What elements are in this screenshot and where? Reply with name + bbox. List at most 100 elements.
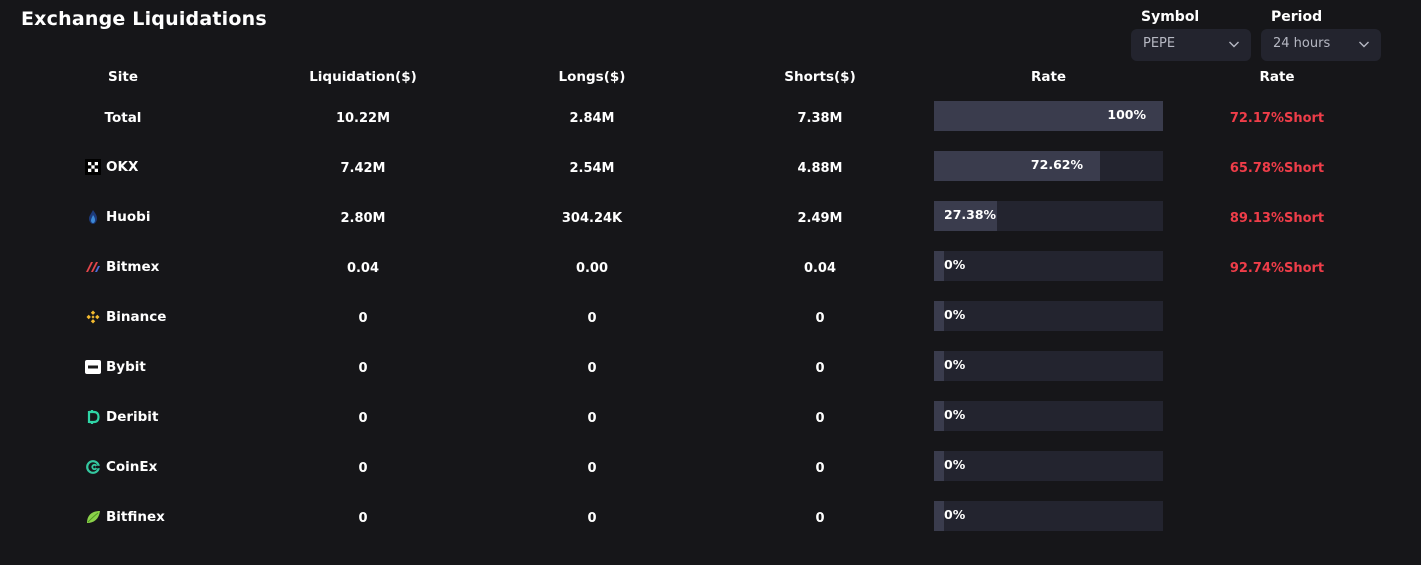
liquidation-value: 0 bbox=[358, 361, 368, 376]
period-filter: Period bbox=[1261, 8, 1322, 26]
site-cell: Bybit bbox=[85, 359, 146, 375]
bitfinex-icon bbox=[85, 509, 101, 525]
rate-bar-fill bbox=[934, 451, 944, 481]
symbol-select[interactable]: PEPE bbox=[1131, 29, 1251, 61]
shorts-value: 7.38M bbox=[797, 111, 843, 126]
longs-value: 0 bbox=[587, 311, 597, 326]
site-cell: Bitfinex bbox=[85, 509, 165, 525]
rate-percent: 0% bbox=[944, 407, 966, 422]
site-name: Huobi bbox=[106, 209, 151, 225]
rate-bar: 0% bbox=[934, 251, 1163, 281]
longs-value: 2.84M bbox=[569, 111, 615, 126]
site-name: Binance bbox=[106, 309, 167, 325]
table-row: Bitmex 0.04 0.00 0.04 0% 92.74%Short bbox=[0, 251, 1421, 281]
rate-bar: 0% bbox=[934, 401, 1163, 431]
short-rate-value: 89.13%Short bbox=[1229, 211, 1325, 226]
longs-value: 2.54M bbox=[569, 161, 615, 176]
site-name: Deribit bbox=[106, 409, 159, 425]
shorts-value: 0 bbox=[815, 461, 825, 476]
page-title: Exchange Liquidations bbox=[21, 8, 267, 30]
bitmex-icon bbox=[85, 259, 101, 275]
rate-percent: 100% bbox=[1107, 107, 1146, 122]
site-cell: OKX bbox=[85, 159, 138, 175]
rate-percent: 0% bbox=[944, 357, 966, 372]
shorts-value: 2.49M bbox=[797, 211, 843, 226]
period-select-value: 24 hours bbox=[1273, 36, 1331, 51]
rate-percent: 0% bbox=[944, 307, 966, 322]
site-cell: Deribit bbox=[85, 409, 158, 425]
rate-percent: 27.38% bbox=[944, 207, 997, 222]
rate-percent: 0% bbox=[944, 457, 966, 472]
table-row: Binance 0 0 0 0% bbox=[0, 301, 1421, 331]
coinex-icon bbox=[85, 459, 101, 475]
huobi-icon bbox=[85, 209, 101, 225]
shorts-value: 0 bbox=[815, 311, 825, 326]
site-name: CoinEx bbox=[106, 459, 158, 475]
short-rate-value: 72.17%Short bbox=[1229, 111, 1325, 126]
longs-value: 0.00 bbox=[575, 261, 609, 276]
binance-icon bbox=[85, 309, 101, 325]
rate-bar: 0% bbox=[934, 451, 1163, 481]
site-name: Bitmex bbox=[106, 259, 160, 275]
rate-bar: 72.62% bbox=[934, 151, 1163, 181]
period-select[interactable]: 24 hours bbox=[1261, 29, 1381, 61]
liquidation-value: 0 bbox=[358, 511, 368, 526]
table-row: Huobi 2.80M 304.24K 2.49M 27.38% 89.13%Short bbox=[0, 201, 1421, 231]
column-header-rate-short: Rate bbox=[1259, 69, 1295, 85]
rate-bar: 0% bbox=[934, 501, 1163, 531]
column-header-site: Site bbox=[108, 69, 138, 85]
rate-percent: 72.62% bbox=[1030, 157, 1083, 172]
column-header-liquidation: Liquidation($) bbox=[309, 69, 417, 85]
column-header-longs: Longs($) bbox=[558, 69, 626, 85]
rate-percent: 0% bbox=[944, 507, 966, 522]
site-cell: Binance bbox=[85, 309, 166, 325]
rate-percent: 0% bbox=[944, 257, 966, 272]
longs-value: 0 bbox=[587, 411, 597, 426]
short-rate-value: 65.78%Short bbox=[1229, 161, 1325, 176]
rate-bar: 0% bbox=[934, 301, 1163, 331]
rate-bar-fill bbox=[934, 201, 997, 231]
rate-bar: 27.38% bbox=[934, 201, 1163, 231]
site-cell: Huobi bbox=[85, 209, 150, 225]
rate-bar-fill bbox=[934, 401, 944, 431]
shorts-value: 0 bbox=[815, 411, 825, 426]
longs-value: 0 bbox=[587, 361, 597, 376]
column-header-shorts: Shorts($) bbox=[784, 69, 856, 85]
longs-value: 0 bbox=[587, 461, 597, 476]
site-cell: CoinEx bbox=[85, 459, 157, 475]
liquidation-value: 7.42M bbox=[340, 161, 386, 176]
rate-bar-fill bbox=[934, 301, 944, 331]
rate-bar-fill bbox=[934, 151, 1100, 181]
short-rate-value: 92.74%Short bbox=[1229, 261, 1325, 276]
symbol-label: Symbol bbox=[1141, 9, 1200, 25]
liquidation-value: 0.04 bbox=[346, 261, 380, 276]
okx-icon bbox=[85, 159, 101, 175]
site-name: OKX bbox=[106, 159, 139, 175]
liquidation-value: 0 bbox=[358, 311, 368, 326]
liquidation-value: 0 bbox=[358, 461, 368, 476]
site-name: Total bbox=[104, 110, 142, 126]
rate-bar-fill bbox=[934, 351, 944, 381]
table-header: Site Liquidation($) Longs($) Shorts($) R… bbox=[0, 69, 1421, 89]
rate-bar-fill bbox=[934, 251, 944, 281]
rate-bar-fill bbox=[934, 501, 944, 531]
longs-value: 0 bbox=[587, 511, 597, 526]
deribit-icon bbox=[85, 409, 101, 425]
rate-bar: 0% bbox=[934, 351, 1163, 381]
site-name: Bybit bbox=[106, 359, 146, 375]
period-label: Period bbox=[1271, 9, 1323, 25]
shorts-value: 0 bbox=[815, 511, 825, 526]
table-row: Deribit 0 0 0 0% bbox=[0, 401, 1421, 431]
liquidation-value: 10.22M bbox=[335, 111, 391, 126]
rate-bar: 100% bbox=[934, 101, 1163, 131]
shorts-value: 0.04 bbox=[803, 261, 837, 276]
table-row: Bybit 0 0 0 0% bbox=[0, 351, 1421, 381]
rate-bar-fill bbox=[934, 101, 1163, 131]
column-header-rate: Rate bbox=[1030, 69, 1067, 85]
bybit-icon bbox=[85, 359, 101, 375]
table-row: CoinEx 0 0 0 0% bbox=[0, 451, 1421, 481]
symbol-filter: Symbol bbox=[1131, 8, 1199, 26]
liquidation-value: 0 bbox=[358, 411, 368, 426]
chevron-down-icon bbox=[1359, 41, 1369, 48]
longs-value: 304.24K bbox=[561, 211, 623, 226]
